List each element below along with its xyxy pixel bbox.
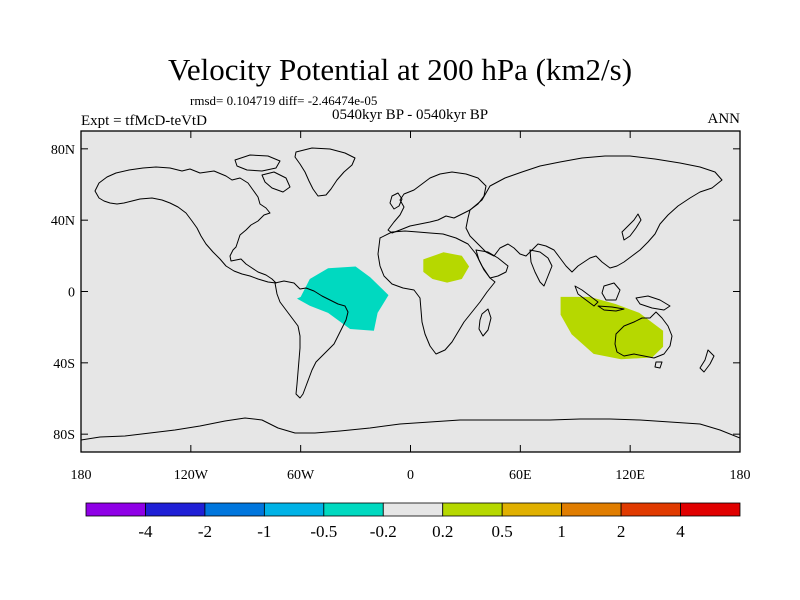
anomaly-shading [297,252,664,360]
lat-tick-label-0: 80N [51,143,75,158]
colorbar-label-6: 0.5 [492,522,513,541]
coastline-asia [465,155,723,273]
coastline-sumatra [574,285,599,307]
colorbar-box-7 [501,502,563,517]
coastline-tasmania [654,361,663,369]
lat-tick-label-2: 0 [68,286,75,301]
colorbar-box-9 [620,502,681,517]
colorbar-label-3: -0.5 [310,522,337,541]
coastline-arabia [475,249,509,279]
latitude-axis: 80N 40N 0 40S 80S [51,143,740,443]
colorbar-label-7: 1 [557,522,566,541]
colorbar-box-3 [263,502,325,517]
colorbar: -4 -2 -1 -0.5 -0.2 0.2 0.5 1 2 4 [85,502,741,541]
coastline-british-isles [389,192,403,210]
coastline-java [597,305,625,312]
lat-tick-label-4: 80S [53,428,75,443]
colorbar-box-10 [680,502,741,517]
coastline-africa [377,230,496,355]
colorbar-label-0: -4 [138,522,153,541]
colorbar-box-2 [204,502,265,517]
lat-tick-label-3: 40S [53,357,75,372]
lon-tick-label-3: 0 [407,468,414,483]
coastline-new-guinea [635,295,671,311]
season-label: ANN [707,111,741,127]
coastline-arctic-islands [234,154,281,172]
coastline-antarctica [81,417,740,441]
plot-subtitle: 0540kyr BP - 0540kyr BP [331,107,489,123]
coastline-south-america [274,280,349,399]
stats-text: rmsd= 0.104719 diff= -2.46474e-05 [190,93,378,108]
lon-tick-label-4: 60E [509,468,532,483]
coastline-baffin-island [261,171,291,193]
colorbar-box-6 [442,502,503,517]
lon-tick-label-1: 120W [174,468,209,483]
experiment-label: Expt = tfMcD-teVtD [81,113,207,129]
lon-tick-label-2: 60W [287,468,315,483]
colorbar-label-2: -1 [257,522,271,541]
colorbar-box-8 [561,502,622,517]
coastline-madagascar [478,308,492,337]
colorbar-label-4: -0.2 [370,522,397,541]
longitude-axis: 180 120W 60W 0 60E 120E 180 [71,131,751,483]
colorbar-label-1: -2 [198,522,212,541]
plot-title: Velocity Potential at 200 hPa (km2/s) [167,52,633,87]
colorbar-label-8: 2 [617,522,626,541]
coastline-india [529,249,553,287]
anomaly-region-2 [560,296,664,360]
lon-tick-label-6: 180 [730,468,751,483]
coastline-new-zealand [699,349,715,373]
lon-tick-label-5: 120E [615,468,645,483]
colorbar-label-5: 0.2 [432,522,453,541]
coastline-borneo [601,282,621,301]
colorbar-box-4 [323,502,384,517]
lat-tick-label-1: 40N [51,214,75,229]
coastlines [81,147,740,441]
colorbar-box-5 [382,502,444,517]
colorbar-box-0 [85,502,146,517]
coastline-greenland [294,147,356,197]
coastline-north-america [94,166,277,284]
anomaly-region-1 [423,252,470,283]
coastline-australia [614,311,673,359]
lon-tick-label-0: 180 [71,468,92,483]
colorbar-box-1 [145,502,206,517]
anomaly-region-0 [297,266,389,331]
map-background [81,131,740,452]
coastline-japan [621,213,642,241]
colorbar-label-9: 4 [676,522,685,541]
